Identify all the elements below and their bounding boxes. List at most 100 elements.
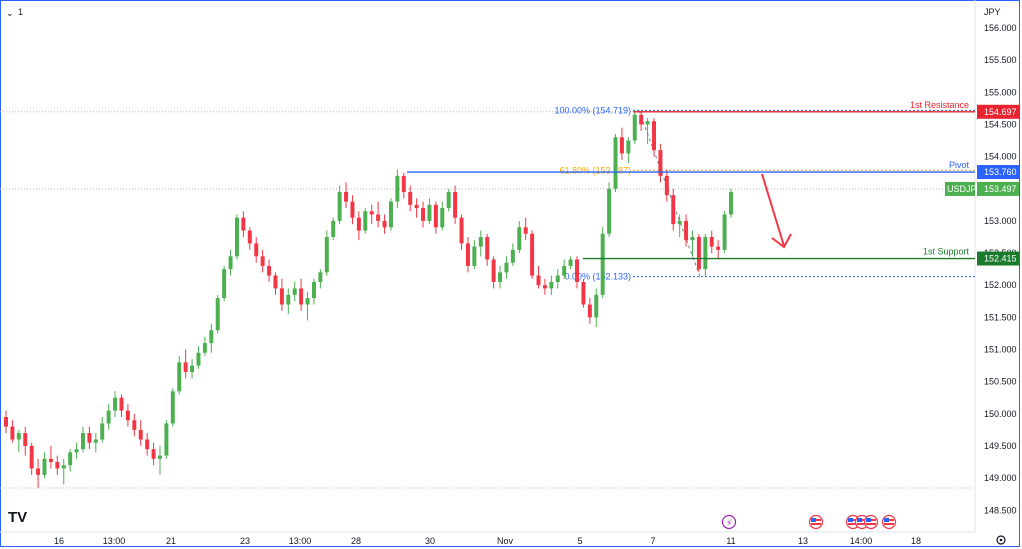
candle-body	[587, 304, 592, 318]
candle-body	[286, 294, 291, 305]
y-tick-label: 155.500	[984, 55, 1017, 65]
us-flag-event-icon[interactable]	[808, 514, 824, 530]
candle-body	[709, 236, 714, 247]
candle-body	[722, 214, 727, 250]
candle	[55, 455, 60, 475]
y-axis[interactable]: 156.000155.500155.000154.500154.000153.5…	[984, 23, 1017, 515]
settings-gear-icon[interactable]	[996, 535, 1006, 545]
candle	[228, 249, 233, 276]
level-price-tag	[977, 251, 1019, 266]
candle-body	[671, 195, 676, 225]
candle-body	[170, 391, 175, 424]
candle	[613, 134, 618, 192]
level-name: 1st Resistance	[910, 100, 969, 110]
candle	[324, 230, 329, 276]
candle-body	[42, 458, 47, 475]
symbol-tag: USDJPY	[947, 184, 983, 194]
candle-body	[696, 236, 701, 270]
candle-body	[318, 272, 323, 282]
candle-body	[632, 114, 637, 141]
candle-body	[247, 230, 252, 244]
candle	[260, 249, 265, 273]
candle-body	[106, 410, 111, 424]
candle-body	[222, 269, 227, 299]
events-bar[interactable]: ⚡	[721, 514, 897, 530]
candle	[234, 214, 239, 260]
candle	[222, 265, 227, 302]
y-tick-label: 150.500	[984, 377, 1017, 387]
candle-body	[729, 191, 733, 215]
us-flag-event-icon[interactable]	[863, 514, 879, 530]
candle-body	[652, 121, 656, 151]
candle-body	[344, 191, 349, 202]
candle-body	[10, 426, 15, 440]
candle-body	[594, 294, 599, 318]
candle	[568, 256, 573, 270]
candle-body	[273, 275, 278, 289]
candle	[498, 265, 503, 289]
candle-body	[202, 343, 207, 353]
candle	[427, 198, 432, 225]
x-tick-label: 21	[166, 536, 176, 546]
candle	[337, 185, 342, 225]
y-tick-label: 156.000	[984, 23, 1017, 33]
y-tick-label: 155.000	[984, 87, 1017, 97]
candle	[4, 410, 8, 434]
candle-body	[299, 288, 304, 305]
candle	[376, 201, 381, 228]
candle	[299, 278, 304, 311]
candle-body	[145, 439, 150, 450]
candle-body	[254, 243, 259, 257]
candle-body	[478, 236, 483, 247]
candle-body	[684, 220, 689, 241]
interval-selector[interactable]: ⌄ 1	[6, 7, 23, 18]
y-tick-label: 154.500	[984, 119, 1017, 129]
candle-body	[388, 201, 393, 228]
level-1st-resistance[interactable]: 1st Resistance 154.697	[633, 100, 1019, 119]
candle	[93, 433, 98, 453]
candle-body	[440, 208, 445, 228]
candle-body	[113, 397, 118, 411]
x-axis[interactable]: 16 13:00 21 23 13:00 28 30 Nov 5 7 11 13 14:00 18	[54, 536, 921, 546]
level-pivot[interactable]: Pivot 153.760	[407, 160, 1019, 180]
tradingview-logo: TV	[8, 509, 27, 526]
candle	[581, 278, 586, 308]
us-flag-event-icon[interactable]	[881, 514, 897, 530]
level-price-value: 154.697	[984, 107, 1017, 117]
candle-body	[151, 449, 156, 459]
x-tick-label: 30	[425, 536, 435, 546]
candle-body	[337, 191, 342, 221]
candle	[395, 169, 400, 209]
candle-body	[356, 217, 361, 231]
last-price-tag[interactable]: USDJPY 153.497	[945, 181, 1019, 196]
last-price-value: 153.497	[984, 184, 1017, 194]
candle-body	[363, 211, 368, 231]
candle-body	[241, 217, 246, 231]
candle-body	[215, 298, 220, 331]
lightning-event-icon[interactable]	[721, 514, 737, 530]
candle	[202, 336, 207, 356]
candle-body	[510, 249, 515, 263]
candle	[61, 458, 66, 485]
candle	[530, 230, 535, 279]
currency-label: JPY	[984, 7, 1001, 17]
candle-body	[613, 137, 618, 189]
candle	[594, 288, 599, 327]
candle-body	[324, 236, 329, 273]
candle-body	[376, 214, 381, 221]
candle	[478, 230, 483, 257]
candle	[344, 182, 349, 209]
candle-body	[536, 275, 541, 286]
candle	[690, 230, 695, 257]
candle	[684, 214, 689, 247]
candle	[465, 236, 470, 273]
candle	[632, 110, 637, 144]
candle-body	[504, 262, 509, 273]
candle-body	[369, 211, 374, 215]
candle	[247, 227, 252, 250]
level-1st-support[interactable]: 1st Support 152.415	[583, 247, 1019, 266]
candle	[215, 294, 220, 334]
candle-body	[645, 121, 650, 125]
candle	[658, 143, 663, 183]
